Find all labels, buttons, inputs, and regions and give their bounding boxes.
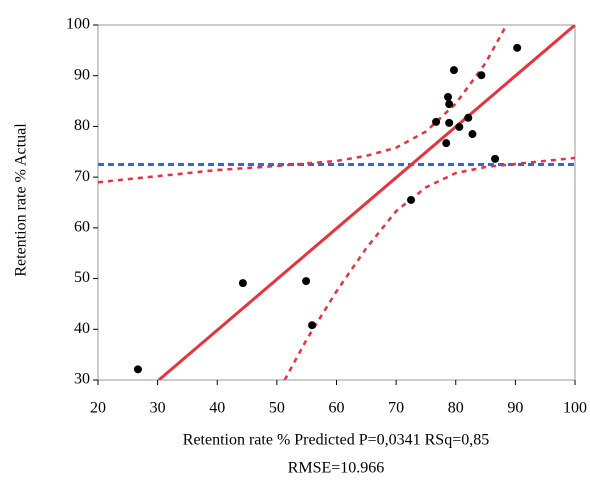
y-tick-label: 70 [74,168,90,185]
x-tick-label: 70 [388,400,404,417]
x-axis-subtitle: RMSE=10.966 [288,460,385,477]
point [308,321,317,330]
plot-frame [97,24,576,381]
point [133,365,142,374]
x-tick-label: 100 [563,400,587,417]
point [445,118,454,127]
y-tick-label: 60 [74,219,90,236]
point [238,279,247,288]
confidence-curve [98,25,508,184]
point [468,130,477,139]
y-tick-label: 30 [74,371,90,388]
x-tick-label: 80 [448,400,464,417]
x-tick-label: 20 [90,400,106,417]
point [442,139,451,148]
point [464,113,473,122]
point [455,122,464,131]
fit-line [157,25,575,380]
y-tick-label: 80 [74,117,90,134]
x-axis-title: Retention rate % Predicted P=0,0341 RSq=… [183,432,489,449]
point [443,93,452,102]
point [432,117,441,126]
x-tick-label: 30 [150,400,166,417]
x-tick-label: 40 [209,400,225,417]
confidence-curve [283,156,575,380]
point [302,277,311,286]
point [513,43,522,52]
x-tick-label: 60 [329,400,345,417]
point [477,71,486,80]
point [407,195,416,204]
y-tick-label: 90 [74,66,90,83]
y-tick-label: 100 [66,16,90,33]
point [491,154,500,163]
y-axis-title: Retention rate % Actual [13,123,30,277]
x-tick-label: 50 [269,400,285,417]
point [449,66,458,75]
y-tick-label: 40 [74,320,90,337]
x-tick-label: 90 [507,400,523,417]
point [445,100,454,109]
y-tick-label: 50 [74,269,90,286]
